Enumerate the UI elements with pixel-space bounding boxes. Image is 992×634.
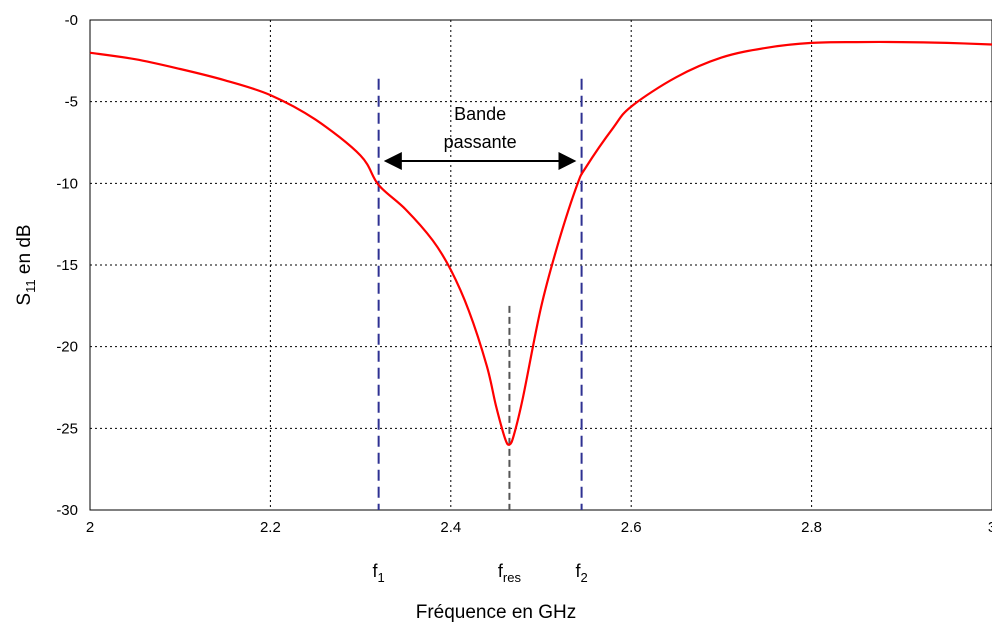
bandwidth-annotation: Bande passante (383, 104, 577, 170)
marker-label-f1: f1 (373, 561, 385, 585)
y-tick-label: -5 (65, 94, 78, 111)
x-tick-label: 2.4 (440, 519, 461, 536)
x-tick-label: 2.8 (801, 519, 822, 536)
marker-label-sub: res (503, 570, 522, 585)
y-tick-label: -30 (56, 502, 78, 519)
y-tick-label: -20 (56, 339, 78, 356)
y-tick-label: -10 (56, 175, 78, 192)
x-tick-label: 2.2 (260, 519, 281, 536)
x-tick-label: 2.6 (621, 519, 642, 536)
y-tick-label: -0 (65, 12, 78, 29)
frequency-markers: f1 fres f2 (373, 78, 588, 585)
x-axis-ticks: 2 2.2 2.4 2.6 2.8 3 (86, 519, 992, 536)
marker-label-base: f (373, 561, 379, 581)
y-axis-title-main: S (14, 293, 35, 306)
y-axis-ticks: -0 -5 -10 -15 -20 -25 -30 (56, 12, 78, 519)
bandwidth-label: Bande (454, 104, 506, 124)
marker-label-sub: 1 (378, 570, 385, 585)
y-tick-label: -15 (56, 257, 78, 274)
y-axis-title: S11 en dB (14, 224, 38, 305)
marker-label-base: f (498, 561, 504, 581)
y-axis-title-sub: 11 (23, 279, 38, 293)
y-tick-label: -25 (56, 420, 78, 437)
s11-curve (89, 40, 992, 446)
marker-label-f2: f2 (575, 561, 587, 585)
grid (90, 20, 992, 510)
marker-label-fres: fres (498, 561, 522, 585)
marker-label-base: f (575, 561, 581, 581)
bandwidth-label: passante (444, 132, 517, 152)
plot-area: -0-5-10-15-20-25-30 22.22.42.62.83 f1fre… (56, 12, 992, 585)
x-tick-label: 3 (988, 519, 992, 536)
x-tick-label: 2 (86, 519, 94, 536)
y-axis-title-rest: en dB (14, 224, 35, 279)
marker-label-sub: 2 (580, 570, 587, 585)
x-axis-title: Fréquence en GHz (416, 602, 577, 623)
